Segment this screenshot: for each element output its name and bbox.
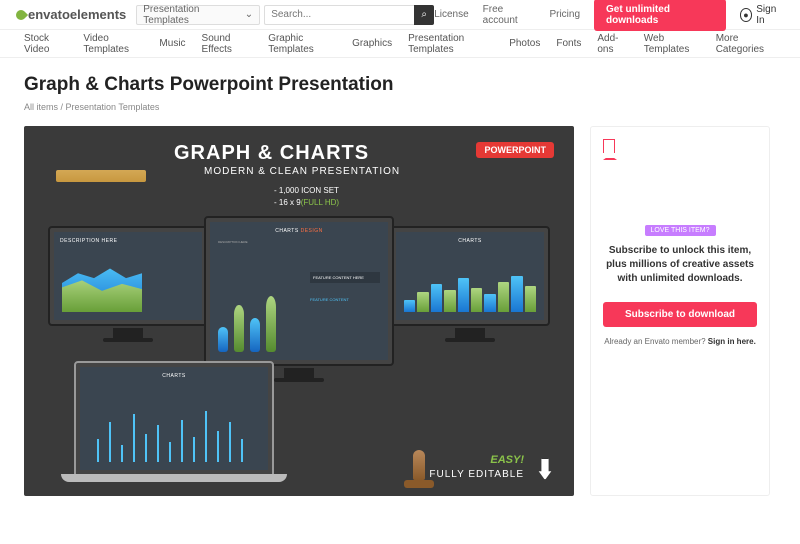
cylinder-chart-icon — [218, 290, 298, 352]
already-member: Already an Envato member? Sign in here. — [603, 337, 757, 346]
subscribe-button[interactable]: Subscribe to download — [603, 302, 757, 327]
search-input[interactable] — [264, 5, 414, 25]
nav-item[interactable]: Presentation Templates — [408, 33, 493, 55]
pricing-link[interactable]: Pricing — [549, 9, 580, 20]
screen-desc: DESCRIPTION HERE — [218, 240, 268, 244]
free-account-link[interactable]: Free account — [483, 4, 536, 26]
top-bar: envatoelements Presentation Templates ⌄ … — [0, 0, 800, 30]
stamp-graphic — [404, 438, 434, 488]
nav-item[interactable]: Graphic Templates — [268, 33, 336, 55]
preview-subtitle: MODERN & CLEAN PRESENTATION — [204, 166, 400, 177]
search-button[interactable]: ⌕ — [414, 5, 434, 25]
category-label: Presentation Templates — [143, 4, 241, 26]
screen-label: CHARTS DESIGN — [216, 228, 382, 234]
screen-label: DESCRIPTION HERE — [60, 238, 196, 244]
page-body: Graph & Charts Powerpoint Presentation A… — [0, 58, 800, 512]
screen-label: CHARTS — [402, 238, 538, 244]
content-row: GRAPH & CHARTS MODERN & CLEAN PRESENTATI… — [24, 126, 776, 496]
line-chart-icon — [88, 405, 260, 462]
nav-more[interactable]: More Categories — [716, 33, 776, 55]
nav-item[interactable]: Stock Video — [24, 33, 67, 55]
preview-feature-2: - 16 x 9(FULL HD) — [274, 198, 339, 207]
nav-item[interactable]: Photos — [509, 38, 540, 49]
license-link[interactable]: License — [434, 9, 468, 20]
monitor-center: CHARTS DESIGN DESCRIPTION HERE FEATURE C… — [204, 216, 394, 366]
category-selector[interactable]: Presentation Templates ⌄ — [136, 5, 260, 25]
ruler-graphic — [56, 170, 146, 182]
crumb-sep: / — [58, 102, 66, 112]
powerpoint-badge: POWERPOINT — [476, 142, 554, 158]
signin-link[interactable]: ● Sign In — [740, 4, 784, 26]
leaf-icon — [14, 7, 28, 21]
nav-item[interactable]: Video Templates — [83, 33, 143, 55]
subscribe-text: Subscribe to unlock this item, plus mill… — [603, 244, 757, 286]
editable-label: FULLY EDITABLE — [429, 469, 524, 480]
signin-label: Sign In — [756, 4, 784, 26]
logo-text: envatoelements — [28, 7, 126, 22]
nav-bar: Stock Video Video Templates Music Sound … — [0, 30, 800, 58]
feature-box: FEATURE CONTENT HERE — [310, 272, 380, 283]
laptop: CHARTS — [74, 361, 274, 476]
search-icon: ⌕ — [421, 9, 427, 20]
page-title: Graph & Charts Powerpoint Presentation — [24, 74, 776, 96]
nav-item[interactable]: Music — [159, 38, 185, 49]
cta-button[interactable]: Get unlimited downloads — [594, 0, 726, 31]
bar-chart-icon — [404, 272, 536, 312]
bookmark-icon[interactable] — [603, 139, 615, 153]
sidebar: LOVE THIS ITEM? Subscribe to unlock this… — [590, 126, 770, 496]
preview-feature-1: - 1,000 ICON SET — [274, 186, 339, 195]
breadcrumb: All items / Presentation Templates — [24, 102, 776, 112]
top-links: License Free account Pricing Get unlimit… — [434, 0, 784, 31]
cursor-icon — [536, 458, 554, 480]
nav-item[interactable]: Fonts — [556, 38, 581, 49]
nav-item[interactable]: Graphics — [352, 38, 392, 49]
user-icon: ● — [740, 8, 753, 22]
crumb-cat[interactable]: Presentation Templates — [66, 102, 160, 112]
nav-item[interactable]: Sound Effects — [202, 33, 253, 55]
monitor-right: CHARTS — [390, 226, 550, 326]
monitor-left: DESCRIPTION HERE — [48, 226, 208, 326]
feature-box: FEATURE CONTENT — [310, 297, 380, 302]
preview-image: GRAPH & CHARTS MODERN & CLEAN PRESENTATI… — [24, 126, 574, 496]
nav-item[interactable]: Web Templates — [644, 33, 700, 55]
crumb-all[interactable]: All items — [24, 102, 58, 112]
nav-item[interactable]: Add-ons — [597, 33, 627, 55]
chevron-down-icon: ⌄ — [245, 9, 253, 20]
logo[interactable]: envatoelements — [16, 7, 126, 22]
search-form: ⌕ — [264, 5, 434, 25]
preview-title: GRAPH & CHARTS — [174, 142, 369, 165]
signin-here-link[interactable]: Sign in here. — [708, 337, 756, 346]
screen-label: CHARTS — [86, 373, 262, 379]
easy-label: EASY! — [490, 454, 524, 466]
love-badge: LOVE THIS ITEM? — [645, 225, 716, 236]
